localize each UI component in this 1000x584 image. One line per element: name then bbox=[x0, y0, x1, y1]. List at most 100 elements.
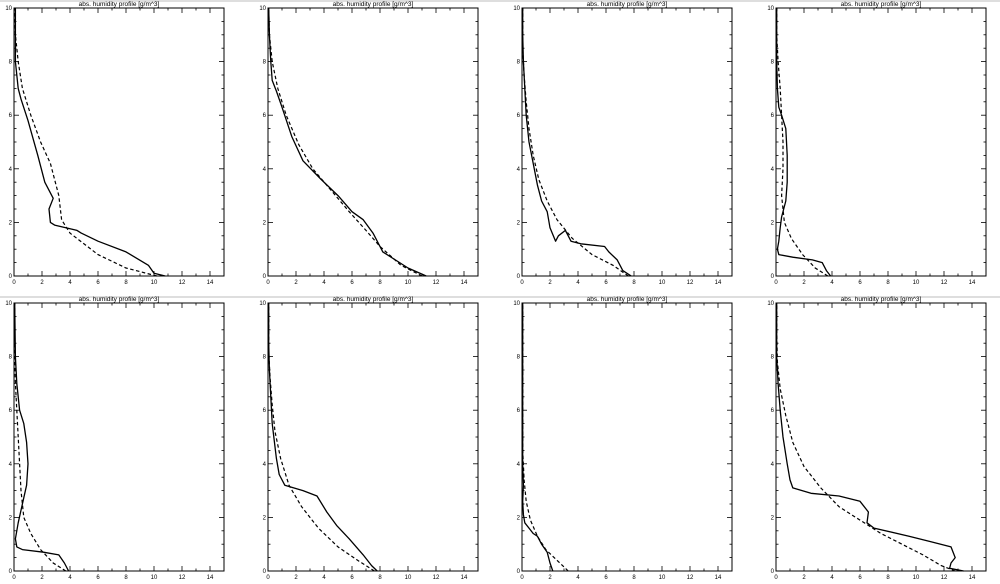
y-tick-label: 10 bbox=[259, 301, 266, 307]
x-tick-label: 14 bbox=[461, 575, 468, 581]
y-tick-label: 10 bbox=[513, 6, 520, 12]
y-tick-label: 6 bbox=[517, 408, 521, 414]
x-tick-label: 14 bbox=[969, 280, 976, 286]
panels-grid: abs. humidity profile [g/m^3] 0 2 4 6 8 10 12 14… bbox=[5, 1, 987, 581]
x-tick-label: 8 bbox=[378, 280, 382, 286]
y-tick-label: 6 bbox=[263, 113, 267, 119]
y-tick-label: 6 bbox=[9, 408, 13, 414]
y-tick-label: 10 bbox=[513, 301, 520, 307]
x-tick-label: 4 bbox=[322, 575, 326, 581]
x-tick-label: 4 bbox=[830, 575, 834, 581]
x-tick-label: 12 bbox=[433, 280, 440, 286]
chart-panel-4: abs. humidity profile [g/m^3] 0 2 4 6 8 10 12 14… bbox=[767, 1, 987, 286]
panel-title: abs. humidity profile [g/m^3] bbox=[587, 1, 668, 8]
x-tick-label: 10 bbox=[659, 575, 666, 581]
solid-profile-line bbox=[776, 8, 832, 277]
y-tick-label: 2 bbox=[517, 515, 521, 521]
y-tick-label: 10 bbox=[767, 301, 774, 307]
x-tick-label: 10 bbox=[659, 280, 666, 286]
x-tick-label: 8 bbox=[632, 575, 636, 581]
x-tick-label: 2 bbox=[40, 575, 44, 581]
solid-profile-line bbox=[268, 7, 427, 277]
chart-panel-7: abs. humidity profile [g/m^3] 0 2 4 6 8 10 12 14… bbox=[513, 296, 733, 581]
solid-profile-line bbox=[14, 302, 70, 572]
solid-profile-line bbox=[522, 303, 554, 572]
y-tick-label: 8 bbox=[517, 355, 521, 361]
y-tick-label: 2 bbox=[771, 515, 775, 521]
x-tick-label: 6 bbox=[858, 575, 862, 581]
y-tick-label: 6 bbox=[771, 113, 775, 119]
x-tick-label: 12 bbox=[941, 575, 948, 581]
solid-profile-line bbox=[14, 8, 166, 277]
x-tick-label: 10 bbox=[151, 280, 158, 286]
x-tick-label: 4 bbox=[68, 575, 72, 581]
x-tick-label: 4 bbox=[830, 280, 834, 286]
x-tick-label: 6 bbox=[858, 280, 862, 286]
x-tick-label: 2 bbox=[294, 280, 298, 286]
panel-title: abs. humidity profile [g/m^3] bbox=[79, 1, 160, 8]
x-tick-label: 2 bbox=[294, 575, 298, 581]
chart-panel-2: abs. humidity profile [g/m^3] 0 2 4 6 8 10 12 14… bbox=[259, 1, 479, 286]
panel-title: abs. humidity profile [g/m^3] bbox=[841, 1, 922, 8]
y-tick-label: 0 bbox=[517, 274, 521, 280]
y-tick-label: 8 bbox=[9, 60, 13, 66]
y-tick-label: 4 bbox=[771, 167, 775, 173]
plot-frame bbox=[13, 7, 225, 277]
x-tick-label: 8 bbox=[632, 280, 636, 286]
y-tick-label: 2 bbox=[263, 220, 267, 226]
x-tick-label: 6 bbox=[604, 575, 608, 581]
y-tick-label: 2 bbox=[263, 515, 267, 521]
y-tick-label: 2 bbox=[517, 220, 521, 226]
y-tick-label: 4 bbox=[263, 462, 267, 468]
y-tick-label: 4 bbox=[9, 462, 13, 468]
x-tick-label: 4 bbox=[576, 280, 580, 286]
x-tick-label: 6 bbox=[350, 575, 354, 581]
y-tick-label: 10 bbox=[5, 6, 12, 12]
y-tick-label: 2 bbox=[9, 220, 13, 226]
x-tick-label: 2 bbox=[40, 280, 44, 286]
x-tick-label: 8 bbox=[378, 575, 382, 581]
x-tick-label: 14 bbox=[207, 575, 214, 581]
y-tick-label: 8 bbox=[517, 60, 521, 66]
solid-profile-line bbox=[776, 303, 964, 572]
y-tick-label: 4 bbox=[517, 462, 521, 468]
plot-frame bbox=[521, 302, 733, 572]
dashed-profile-line bbox=[522, 8, 629, 277]
x-tick-label: 4 bbox=[576, 575, 580, 581]
x-tick-label: 2 bbox=[802, 280, 806, 286]
y-tick-label: 4 bbox=[517, 167, 521, 173]
y-tick-label: 8 bbox=[9, 355, 13, 361]
x-tick-label: 4 bbox=[322, 280, 326, 286]
y-tick-label: 8 bbox=[771, 60, 775, 66]
x-tick-label: 8 bbox=[124, 575, 128, 581]
chart-panel-5: abs. humidity profile [g/m^3] 0 2 4 6 8 10 12 14… bbox=[5, 296, 225, 581]
y-tick-label: 4 bbox=[9, 167, 13, 173]
dashed-profile-line bbox=[268, 303, 375, 572]
x-tick-label: 6 bbox=[96, 280, 100, 286]
y-tick-label: 0 bbox=[9, 569, 13, 575]
x-tick-label: 8 bbox=[124, 280, 128, 286]
x-tick-label: 2 bbox=[548, 280, 552, 286]
y-tick-label: 2 bbox=[9, 515, 13, 521]
plot-frame bbox=[775, 7, 987, 277]
dashed-profile-line bbox=[522, 303, 569, 572]
x-tick-label: 0 bbox=[774, 280, 778, 286]
x-tick-label: 6 bbox=[96, 575, 100, 581]
x-tick-label: 10 bbox=[405, 280, 412, 286]
x-tick-label: 4 bbox=[68, 280, 72, 286]
x-tick-label: 8 bbox=[886, 575, 890, 581]
x-tick-label: 8 bbox=[886, 280, 890, 286]
solid-profile-line bbox=[522, 8, 632, 277]
solid-profile-line bbox=[268, 303, 378, 572]
y-tick-label: 6 bbox=[263, 408, 267, 414]
x-tick-label: 0 bbox=[774, 575, 778, 581]
panel-title: abs. humidity profile [g/m^3] bbox=[333, 296, 414, 303]
panel-title: abs. humidity profile [g/m^3] bbox=[79, 296, 160, 303]
x-tick-label: 0 bbox=[520, 280, 524, 286]
chart-panel-1: abs. humidity profile [g/m^3] 0 2 4 6 8 10 12 14… bbox=[5, 1, 225, 286]
y-tick-label: 2 bbox=[771, 220, 775, 226]
x-tick-label: 14 bbox=[715, 280, 722, 286]
x-tick-label: 6 bbox=[604, 280, 608, 286]
plot-frame bbox=[267, 302, 479, 572]
x-tick-label: 14 bbox=[715, 575, 722, 581]
